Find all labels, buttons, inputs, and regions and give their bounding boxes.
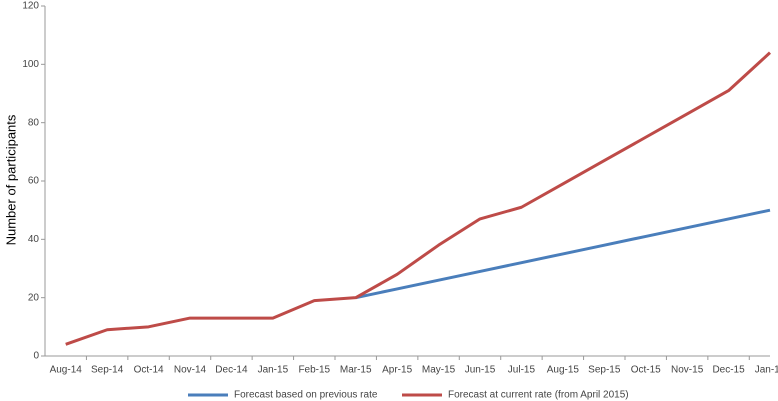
y-tick-label: 100	[22, 59, 39, 70]
x-tick-label: Nov-15	[671, 365, 704, 376]
x-tick-label: Dec-14	[215, 365, 248, 376]
x-tick-label: Oct-14	[134, 365, 164, 376]
x-tick-label: Nov-14	[174, 365, 207, 376]
x-tick-label: Oct-15	[631, 365, 661, 376]
y-tick-label: 40	[28, 234, 40, 245]
y-axis-label: Number of participants	[3, 114, 18, 245]
x-tick-label: Sep-15	[588, 365, 621, 376]
x-tick-label: May-15	[422, 365, 456, 376]
legend-label: Forecast at current rate (from April 201…	[448, 390, 629, 401]
x-tick-label: Jan-15	[258, 365, 289, 376]
series-line	[355, 208, 771, 300]
x-tick-label: Aug-15	[547, 365, 580, 376]
y-tick-label: 20	[28, 292, 40, 303]
x-tick-label: Jan-16	[755, 365, 778, 376]
y-tick-label: 60	[28, 176, 40, 187]
y-tick-label: 0	[33, 351, 39, 362]
x-tick-label: Mar-15	[340, 365, 372, 376]
x-tick-label: Jul-15	[508, 365, 536, 376]
legend-label: Forecast based on previous rate	[234, 390, 378, 401]
x-tick-label: Sep-14	[91, 365, 124, 376]
x-tick-label: Jun-15	[465, 365, 496, 376]
y-tick-label: 80	[28, 117, 40, 128]
x-tick-label: Feb-15	[298, 365, 330, 376]
series-line	[65, 51, 772, 346]
x-tick-label: Apr-15	[382, 365, 412, 376]
y-tick-label: 120	[22, 1, 39, 12]
x-tick-label: Dec-15	[712, 365, 745, 376]
x-tick-label: Aug-14	[50, 365, 83, 376]
